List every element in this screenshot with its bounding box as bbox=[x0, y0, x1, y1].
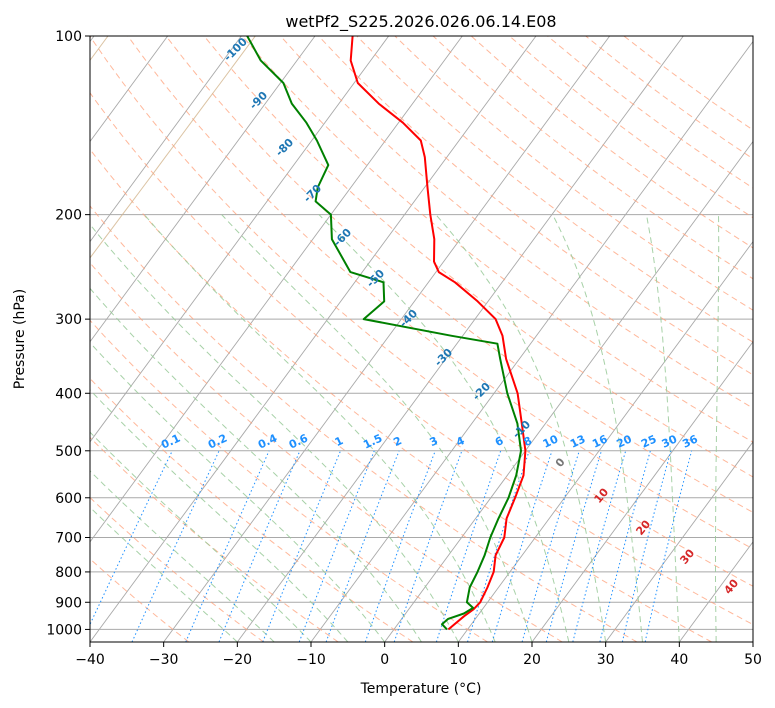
y-tick-label: 300 bbox=[55, 312, 82, 328]
moist-adiabat-20 bbox=[221, 214, 533, 642]
dry-adiabat-40 bbox=[90, 148, 712, 642]
isotherm--90 bbox=[90, 36, 169, 143]
isotherm--30 bbox=[163, 36, 611, 642]
y-tick-label: 1000 bbox=[46, 622, 82, 638]
moist-adiabat-10 bbox=[90, 223, 459, 642]
isotherm-30 bbox=[605, 441, 753, 642]
isotherm--20 bbox=[236, 36, 684, 642]
y-axis-label: Pressure (hPa) bbox=[12, 289, 28, 389]
isotherm--80 bbox=[90, 36, 242, 243]
y-tick-label: 200 bbox=[55, 208, 82, 224]
x-tick-label: −20 bbox=[223, 652, 253, 668]
mixing-ratio-line-13 bbox=[545, 450, 602, 642]
mixing-ratio-line-3 bbox=[218, 450, 301, 642]
x-tick-label: −40 bbox=[75, 652, 105, 668]
y-tick-label: 100 bbox=[55, 29, 82, 45]
dry-adiabat-50 bbox=[90, 92, 753, 626]
plot-frame bbox=[89, 35, 754, 643]
mixing-ratio-line-2 bbox=[185, 450, 270, 642]
dry-adiabat-80 bbox=[165, 36, 753, 514]
y-tick-label: 600 bbox=[55, 491, 82, 507]
x-tick-label: 50 bbox=[744, 652, 762, 668]
isotherm-0 bbox=[384, 140, 753, 642]
moist-adiabat--5 bbox=[90, 389, 349, 642]
y-tick-label: 800 bbox=[55, 565, 82, 581]
x-tick-label: 10 bbox=[449, 652, 467, 668]
isotherm-10 bbox=[457, 240, 753, 642]
mixing-ratio-label: 13 bbox=[568, 432, 587, 450]
mixing-ratio-line-5 bbox=[298, 450, 375, 642]
mixing-ratio-line-17 bbox=[644, 450, 693, 642]
mixing-ratio-line-15 bbox=[599, 450, 651, 642]
x-axis-label: Temperature (°C) bbox=[360, 681, 482, 697]
dry-adiabat-70 bbox=[127, 36, 753, 550]
dewpoint-profile-line bbox=[246, 36, 522, 631]
moist-adiabat--10 bbox=[90, 431, 312, 642]
dry-adiabat-20 bbox=[90, 262, 563, 642]
moist-adiabat-35 bbox=[552, 214, 643, 642]
y-tick-label: 400 bbox=[55, 386, 82, 402]
moist-adiabat--20 bbox=[90, 506, 238, 642]
isotherm--40 bbox=[90, 36, 537, 642]
plot-area bbox=[90, 36, 753, 642]
moist-adiabat-30 bbox=[435, 214, 607, 642]
mixing-ratio-label: 36 bbox=[680, 432, 700, 450]
x-tick-label: 20 bbox=[523, 652, 541, 668]
y-tick-label: 700 bbox=[55, 531, 82, 547]
moist-adiabat-40 bbox=[646, 214, 680, 642]
mixing-ratio-line-11 bbox=[491, 450, 553, 642]
x-tick-label: 0 bbox=[380, 652, 389, 668]
chart-title: wetPf2_S225.2026.026.06.14.E08 bbox=[285, 12, 556, 32]
mixing-ratio-label: 30 bbox=[660, 432, 680, 450]
mixing-ratio-line-4 bbox=[262, 450, 341, 642]
mixing-ratio-line-8 bbox=[393, 450, 463, 642]
mixing-ratio-line-12 bbox=[521, 450, 580, 642]
mixing-ratio-line-7 bbox=[364, 450, 436, 642]
temperature-profile-line bbox=[349, 36, 527, 631]
mixing-ratio-label: 16 bbox=[590, 432, 610, 450]
moist-adiabat-0 bbox=[90, 341, 386, 642]
dry-adiabat-120 bbox=[318, 36, 753, 376]
x-tick-label: 40 bbox=[670, 652, 688, 668]
mixing-ratio-label: 20 bbox=[615, 432, 635, 450]
isotherm--70 bbox=[90, 36, 316, 343]
x-tick-label: −30 bbox=[149, 652, 179, 668]
y-tick-label: 500 bbox=[55, 444, 82, 460]
mixing-ratio-line-14 bbox=[572, 450, 627, 642]
mixing-ratio-label: 10 bbox=[541, 432, 561, 450]
x-tick-label: −10 bbox=[296, 652, 326, 668]
mixing-ratio-label: 25 bbox=[639, 433, 658, 451]
isotherm--50 bbox=[90, 36, 463, 543]
dry-adiabat-130 bbox=[356, 36, 753, 343]
y-tick-label: 900 bbox=[55, 595, 82, 611]
x-tick-label: 30 bbox=[597, 652, 615, 668]
mixing-ratio-line-9 bbox=[435, 450, 502, 642]
moist-adiabat-5 bbox=[90, 287, 422, 642]
axis-ticks: −40 −30 −20 −10 0 10 20 30 40 50 1000 900 800 700 600 5… bbox=[46, 29, 762, 668]
profiles bbox=[246, 36, 527, 631]
mixing-ratio-line-16 bbox=[621, 450, 672, 642]
mixing-ratio-line-10 bbox=[467, 450, 530, 642]
moist-adiabat-45 bbox=[715, 214, 720, 642]
mixing-ratio-line-6 bbox=[325, 450, 400, 642]
dry-adiabat-0 bbox=[90, 377, 414, 642]
dry-adiabat-30 bbox=[90, 205, 638, 642]
dry-adiabat-110 bbox=[280, 36, 753, 409]
isotherm-20 bbox=[531, 340, 753, 642]
dry-adiabat-60 bbox=[90, 36, 753, 587]
